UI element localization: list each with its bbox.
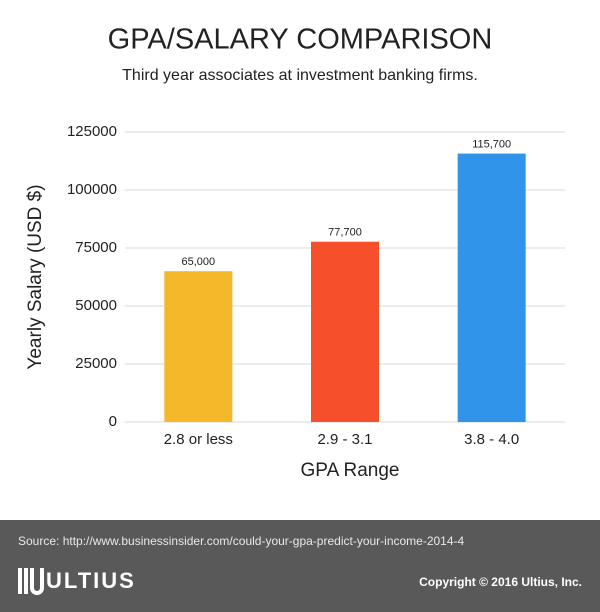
bar	[164, 271, 233, 422]
copyright: Copyright © 2016 Ultius, Inc.	[419, 575, 582, 589]
x-axis-label: GPA Range	[301, 460, 400, 481]
footer	[0, 520, 600, 612]
logo-text: ULTIUS	[46, 568, 136, 593]
y-axis-label: Yearly Salary (USD $)	[25, 184, 46, 369]
y-tick-label: 125000	[67, 123, 117, 140]
x-tick-label: 2.9 - 3.1	[317, 431, 372, 448]
bar	[311, 241, 379, 422]
bar	[457, 153, 526, 423]
value-label: 115,700	[472, 138, 511, 150]
source: Source: http://www.businessinsider.com/c…	[18, 534, 465, 548]
y-tick-label: 0	[109, 413, 117, 430]
x-tick-label: 2.8 or less	[164, 431, 233, 448]
chart-title: GPA/SALARY COMPARISON	[108, 24, 493, 56]
logo-icon	[18, 568, 44, 595]
value-label: 77,700	[328, 227, 362, 239]
y-tick-label: 25000	[75, 355, 117, 372]
value-label: 65,000	[182, 256, 216, 268]
y-tick-label: 100000	[67, 181, 117, 198]
x-tick-label: 3.8 - 4.0	[464, 431, 519, 448]
chart-subtitle: Third year associates at investment bank…	[122, 67, 478, 84]
y-tick-label: 75000	[75, 239, 117, 256]
y-tick-label: 50000	[75, 297, 117, 314]
